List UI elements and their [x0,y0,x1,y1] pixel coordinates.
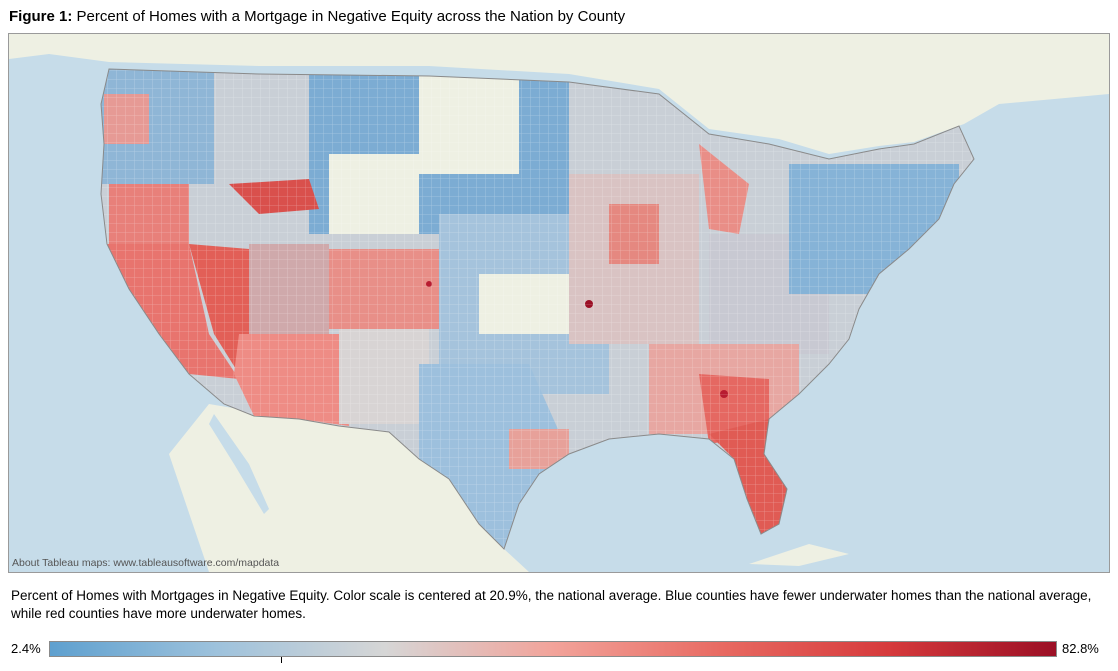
legend-min-label: 2.4% [11,641,41,656]
figure-title: Figure 1: Percent of Homes with a Mortga… [9,7,625,27]
county-map[interactable]: About Tableau maps: www.tableausoftware.… [8,33,1110,573]
legend-center-tick [280,657,282,663]
gulf-of-california [209,414,269,514]
figure-label: Figure 1: [9,8,73,25]
us-outline [100,68,975,550]
map-credit[interactable]: About Tableau maps: www.tableausoftware.… [12,557,280,569]
canada-land [9,34,1109,154]
legend-max-label: 82.8% [1062,641,1099,656]
figure-caption: Percent of Homes with Mortgages in Negat… [11,588,1092,621]
cuba-land [749,544,849,566]
figure-title-text: Percent of Homes with a Mortgage in Nega… [76,8,626,25]
map-svg [9,34,1109,572]
legend-color-scale [49,641,1057,657]
mexico-land [169,404,529,572]
